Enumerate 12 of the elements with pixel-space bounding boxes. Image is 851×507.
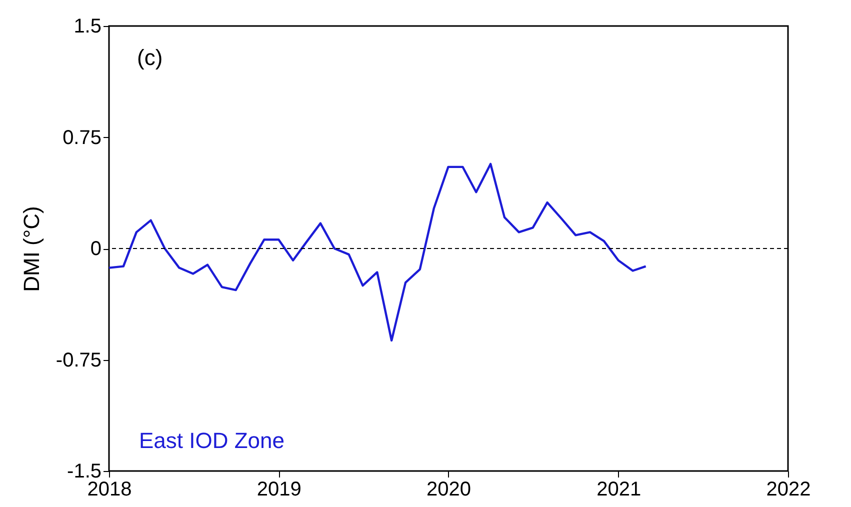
y-tick-label: 0.75: [62, 126, 102, 149]
y-tick-label: 0: [90, 238, 102, 260]
text: East IOD Zone: [139, 428, 285, 453]
x-tick-label: 2020: [426, 478, 472, 500]
y-tick-label: 1.5: [74, 16, 102, 38]
x-tick-label: 2021: [596, 478, 642, 500]
x-tick-label: 2022: [766, 478, 811, 500]
y-tick-label: -0.75: [56, 349, 102, 372]
y-axis-title: DMI (°C): [18, 206, 44, 292]
x-tick-label: 2019: [256, 478, 302, 500]
line-series: [108, 162, 647, 342]
annotation: (c): [137, 45, 163, 70]
